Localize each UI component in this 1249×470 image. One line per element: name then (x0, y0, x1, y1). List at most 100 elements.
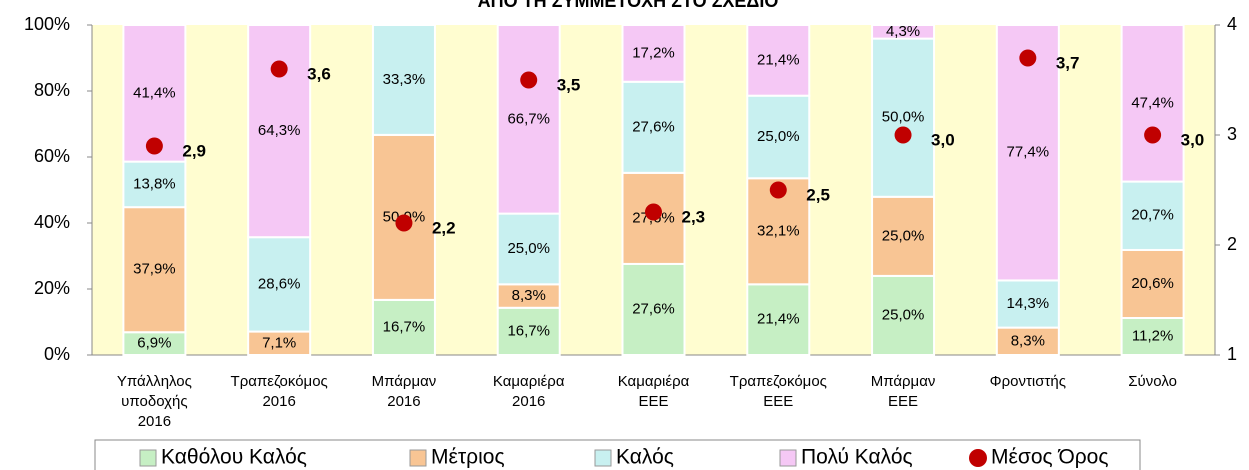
x-tick-label: Καμαριέρα 2016 (493, 373, 565, 410)
bar-segment (746, 24, 811, 97)
bar-segment (371, 298, 436, 357)
mean-marker (1019, 49, 1037, 67)
y-tick-label: 60% (34, 146, 70, 166)
data-label: 47,4% (1131, 94, 1174, 111)
bar-segment (621, 262, 686, 357)
bar-segment (746, 94, 811, 180)
x-tick-label: Μπάρμαν 2016 (372, 373, 437, 410)
data-label: 14,3% (1007, 295, 1050, 312)
bar-segment (871, 24, 936, 40)
data-label: 16,7% (383, 318, 426, 335)
y2-tick-label: 3 (1227, 124, 1237, 144)
data-label: 25,0% (882, 306, 925, 323)
chart-title: ΑΠΟ ΤΗ ΣΥΜΜΕΤΟΧΗ ΣΤΟ ΣΧΕΔΙΟ (478, 0, 779, 11)
legend-marker (409, 449, 427, 467)
mean-marker (645, 203, 662, 221)
legend-label: Μέσος Όρος (991, 446, 1108, 469)
legend: Καθόλου Καλός Μέτριος Καλός Πολύ Καλός Μέσος… (94, 439, 1141, 470)
legend-label: Μέτριος (431, 446, 505, 469)
bar-segment (496, 212, 561, 286)
bar-segment (1120, 180, 1185, 251)
data-label: 4,3% (886, 23, 920, 40)
mean-label: 3,6 (307, 64, 331, 83)
data-label: 28,6% (258, 275, 301, 292)
y-tick-label: 100% (24, 14, 70, 34)
bar-segment (1120, 24, 1185, 183)
legend-label: Πολύ Καλός (801, 446, 913, 469)
bar-segment (496, 306, 561, 356)
y2-tick-label: 1 (1227, 344, 1237, 364)
data-label: 20,7% (1131, 207, 1174, 224)
bar-segment (746, 283, 811, 356)
x-tick-label: Τραπεζοκόμος ΕΕΕ (730, 373, 827, 410)
bar-segment (371, 24, 436, 136)
mean-marker (1144, 126, 1162, 144)
y-tick-label: 40% (34, 212, 70, 232)
mean-marker (520, 71, 538, 89)
data-label: 16,7% (507, 322, 550, 339)
x-tick-label: Φροντιστής (990, 373, 1066, 390)
legend-marker (594, 449, 612, 467)
data-label: 25,0% (757, 128, 800, 145)
data-label: 25,0% (882, 227, 925, 244)
mean-marker (145, 137, 163, 155)
mean-marker (894, 126, 912, 144)
legend-box (94, 439, 1141, 470)
bar-segment (621, 24, 686, 83)
data-label: 8,3% (1011, 332, 1045, 349)
legend-label: Καθόλου Καλός (161, 446, 307, 469)
mean-label: 2,2 (432, 218, 456, 237)
data-label: 50,0% (882, 109, 925, 126)
bar-segment (995, 326, 1060, 356)
bar-segment (871, 195, 936, 277)
y2-tick-label: 4 (1227, 14, 1237, 34)
x-tick-label: Υπάλληλος υποδοχής 2016 (117, 373, 192, 430)
data-label: 64,3% (258, 122, 301, 139)
data-label: 33,3% (383, 71, 426, 88)
bar-segment (122, 160, 187, 209)
mean-label: 3,0 (931, 130, 955, 149)
data-label: 20,6% (1131, 275, 1174, 292)
x-tick-label: Καμαριέρα ΕΕΕ (618, 373, 690, 410)
legend-label: Καλός (616, 446, 674, 469)
data-label: 11,2% (1132, 327, 1173, 344)
mean-marker (395, 214, 413, 232)
data-label: 21,4% (757, 311, 800, 328)
legend-marker (139, 449, 157, 467)
data-label: 27,6% (632, 118, 675, 135)
data-label: 7,1% (262, 334, 296, 351)
bar-segment (247, 24, 312, 239)
mean-label: 3,7 (1056, 53, 1080, 72)
y-tick-label: 80% (34, 80, 70, 100)
mean-label: 2,5 (806, 185, 830, 204)
data-label: 17,2% (632, 44, 675, 61)
mean-marker (270, 60, 288, 78)
y-tick-label: 20% (34, 278, 70, 298)
data-label: 77,4% (1007, 144, 1050, 161)
data-label: 37,9% (133, 261, 176, 278)
data-label: 13,8% (133, 175, 176, 192)
data-label: 27,6% (632, 300, 675, 317)
legend-marker (969, 449, 987, 467)
y-tick-label: 0% (44, 344, 70, 364)
data-label: 6,9% (137, 335, 171, 352)
data-label: 66,7% (507, 110, 550, 127)
data-label: 21,4% (757, 51, 800, 68)
bar-segment (995, 24, 1060, 282)
data-label: 25,0% (507, 240, 550, 257)
legend-marker (779, 449, 797, 467)
data-label: 8,3% (512, 287, 546, 304)
x-tick-label: Σύνολο (1128, 373, 1177, 390)
data-label: 41,4% (133, 84, 176, 101)
mean-label: 2,9 (182, 141, 206, 160)
mean-label: 3,5 (557, 75, 581, 94)
mean-label: 3,0 (1181, 130, 1205, 149)
mean-marker (769, 181, 787, 199)
data-label: 32,1% (757, 222, 800, 239)
bar-segment (995, 279, 1060, 329)
y2-tick-label: 2 (1227, 234, 1237, 254)
bar-segment (621, 80, 686, 174)
mean-label: 2,3 (682, 207, 706, 226)
bar-segment (496, 24, 561, 215)
